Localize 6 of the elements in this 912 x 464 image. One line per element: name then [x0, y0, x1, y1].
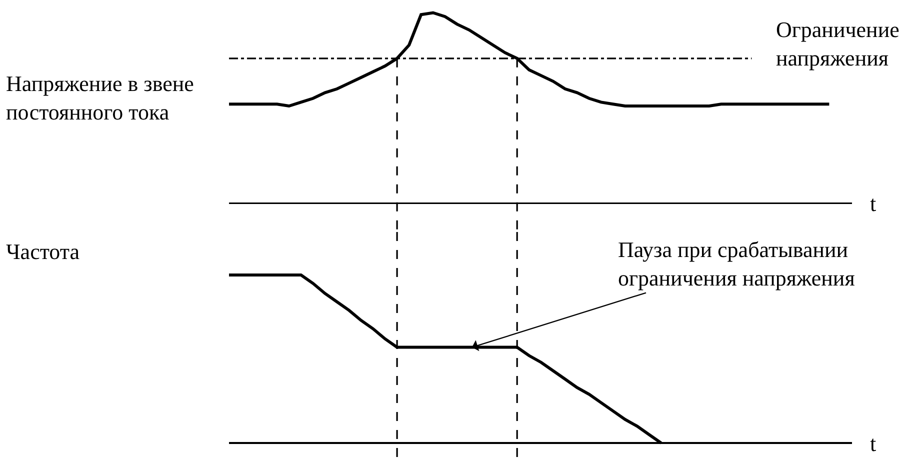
x-axis-title: t — [870, 191, 876, 216]
annotation: Пауза при срабатывании ограничения напряжения — [618, 237, 855, 291]
ref-line-label: Ограничение напряжения — [776, 17, 900, 71]
y-axis-title: Напряжение в звене постоянного тока — [6, 71, 194, 125]
x-axis-title: t — [870, 431, 876, 456]
y-axis-title: Частота — [6, 239, 80, 264]
